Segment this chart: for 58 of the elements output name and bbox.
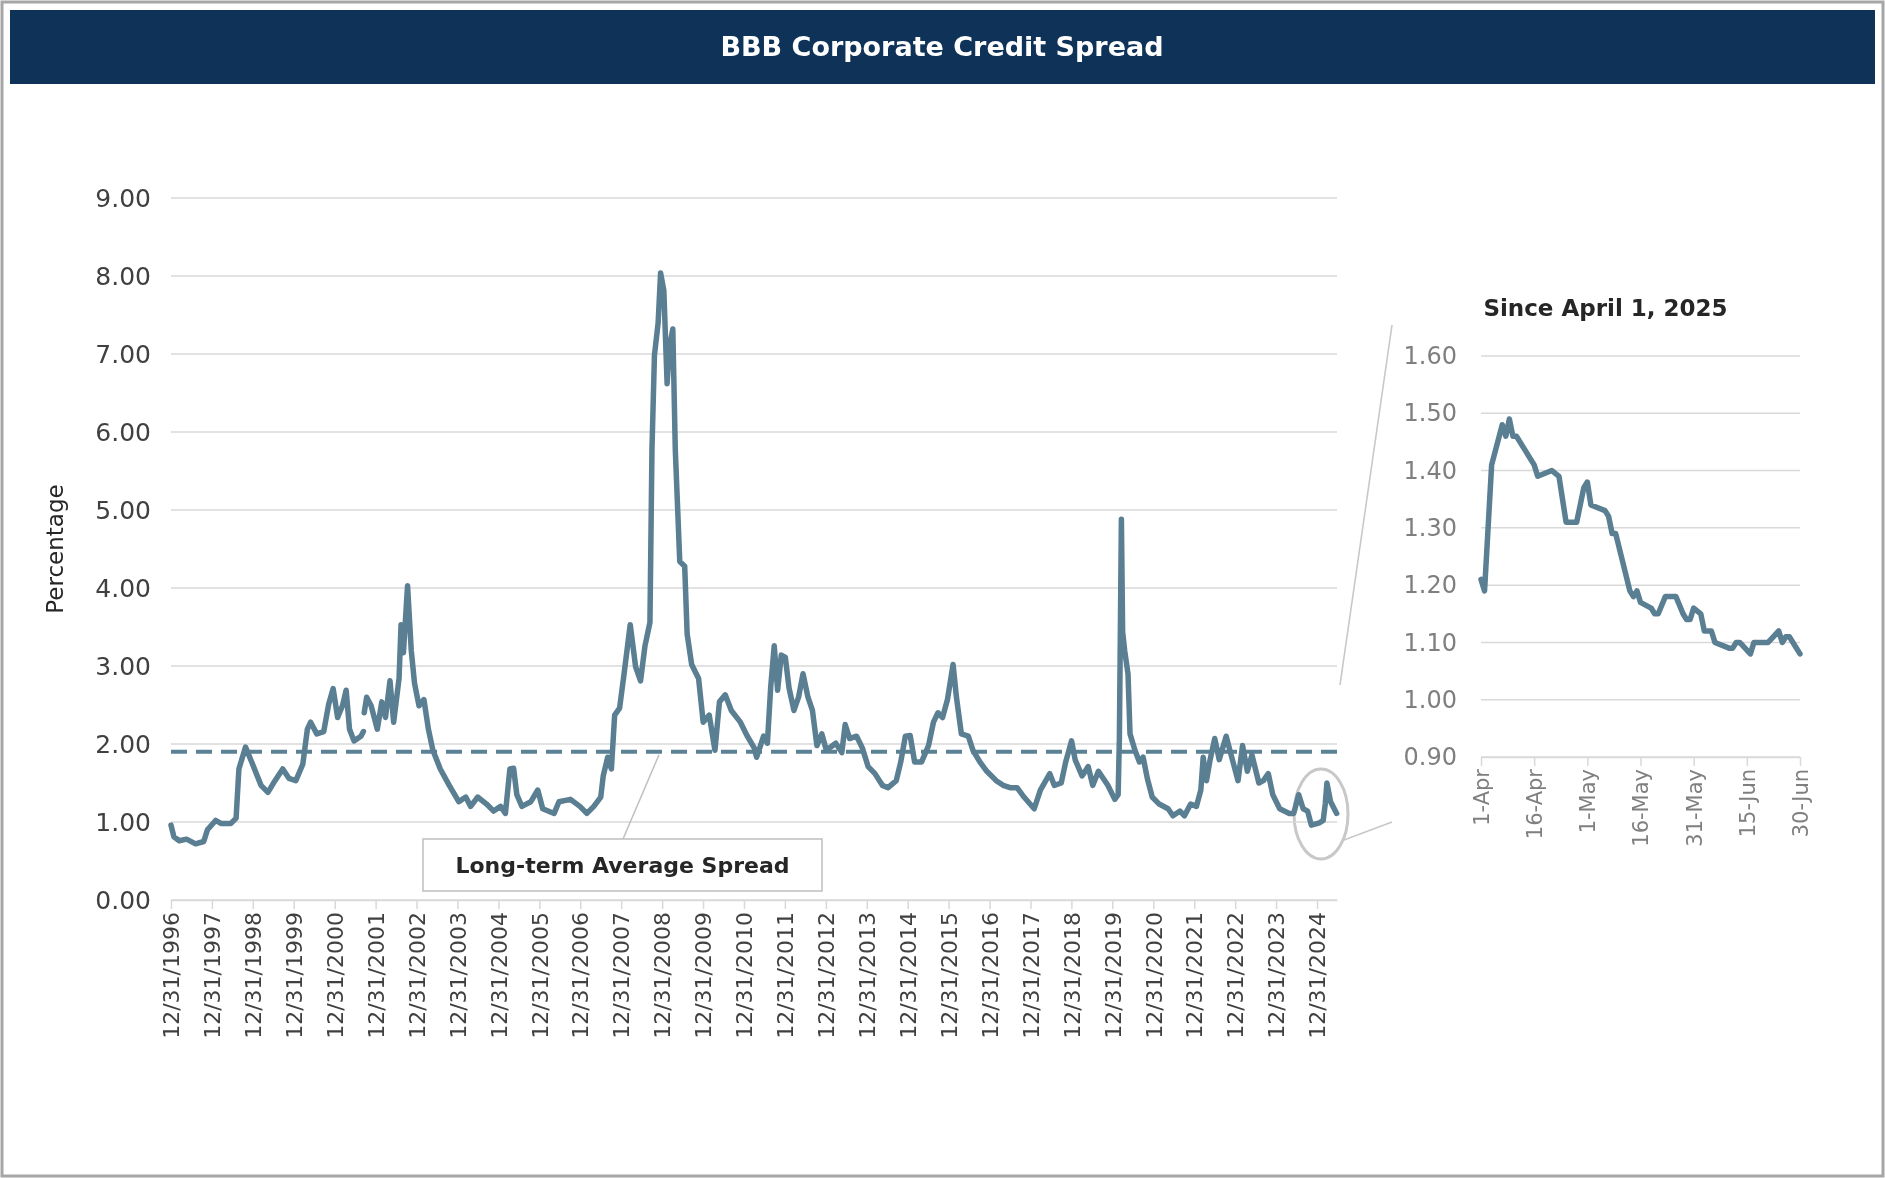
ref-line-label: Long-term Average Spread — [455, 852, 790, 878]
x-tick-label: 12/31/2018 — [1059, 912, 1085, 1039]
x-tick-label: 12/31/2004 — [486, 912, 512, 1039]
chart-title: Since April 1, 2025 — [1483, 295, 1728, 322]
x-tick-label: 12/31/2021 — [1182, 912, 1208, 1039]
x-tick-label: 15-Jun — [1735, 769, 1760, 838]
x-tick-label: 12/31/2001 — [363, 912, 389, 1039]
x-tick-label: 12/31/2012 — [814, 912, 840, 1039]
x-tick-label: 30-Jun — [1788, 769, 1813, 838]
x-tick-label: 1-May — [1576, 769, 1601, 834]
x-tick-label: 12/31/2024 — [1305, 912, 1331, 1039]
x-tick-label: 12/31/2009 — [691, 912, 717, 1039]
x-tick-label: 12/31/2011 — [773, 912, 799, 1039]
y-tick-label: 7.00 — [95, 339, 151, 369]
x-tick-label: 12/31/1998 — [241, 912, 266, 1039]
x-tick-label: 16-Apr — [1523, 768, 1548, 840]
y-tick-label: 5.00 — [95, 495, 151, 525]
x-tick-label: 12/31/1996 — [159, 912, 185, 1039]
x-tick-label: 12/31/2013 — [854, 912, 880, 1039]
x-tick-label: 12/31/2007 — [609, 912, 635, 1039]
x-tick-label: 12/31/2015 — [936, 912, 962, 1039]
y-tick-label: 1.30 — [1403, 514, 1457, 543]
y-tick-label: 0.90 — [1403, 743, 1457, 772]
y-tick-label: 0.00 — [95, 885, 151, 915]
y-axis-title: Percentage — [42, 484, 69, 614]
x-tick-label: 12/31/2002 — [404, 912, 430, 1039]
x-tick-label: 12/31/2020 — [1141, 912, 1167, 1039]
x-tick-label: 12/31/2017 — [1018, 912, 1044, 1039]
y-tick-label: 1.00 — [1403, 685, 1457, 714]
x-tick-label: 1-Apr — [1469, 768, 1494, 826]
x-tick-label: 12/31/2006 — [568, 912, 594, 1039]
x-tick-label: 12/31/2003 — [445, 912, 471, 1039]
y-tick-label: 4.00 — [95, 573, 151, 603]
chart-title: BBB Corporate Credit Spread — [720, 31, 1164, 63]
y-tick-label: 1.60 — [1403, 342, 1457, 371]
y-tick-label: 1.10 — [1403, 628, 1457, 657]
y-tick-label: 8.00 — [95, 261, 151, 291]
y-tick-label: 1.00 — [95, 807, 151, 837]
x-tick-label: 12/31/2019 — [1100, 912, 1126, 1039]
y-tick-label: 1.20 — [1403, 571, 1457, 600]
x-tick-label: 16-May — [1629, 769, 1654, 847]
y-tick-label: 3.00 — [95, 651, 151, 681]
x-tick-label: 12/31/2005 — [527, 912, 553, 1039]
x-tick-label: 31-May — [1682, 769, 1707, 847]
x-tick-label: 12/31/1997 — [200, 912, 226, 1039]
x-tick-label: 12/31/2016 — [977, 912, 1003, 1039]
x-tick-label: 12/31/2008 — [650, 912, 676, 1039]
y-tick-label: 2.00 — [95, 729, 151, 759]
y-tick-label: 1.40 — [1403, 456, 1457, 485]
x-tick-label: 12/31/2022 — [1223, 912, 1249, 1039]
x-tick-label: 12/31/2000 — [322, 912, 348, 1039]
y-tick-label: 6.00 — [95, 417, 151, 447]
x-tick-label: 12/31/2010 — [732, 912, 758, 1039]
y-tick-label: 1.50 — [1403, 399, 1457, 428]
x-tick-label: 12/31/2014 — [895, 912, 921, 1039]
x-tick-label: 12/31/1999 — [281, 912, 307, 1039]
x-tick-label: 12/31/2023 — [1264, 912, 1290, 1039]
y-tick-label: 9.00 — [95, 183, 151, 213]
